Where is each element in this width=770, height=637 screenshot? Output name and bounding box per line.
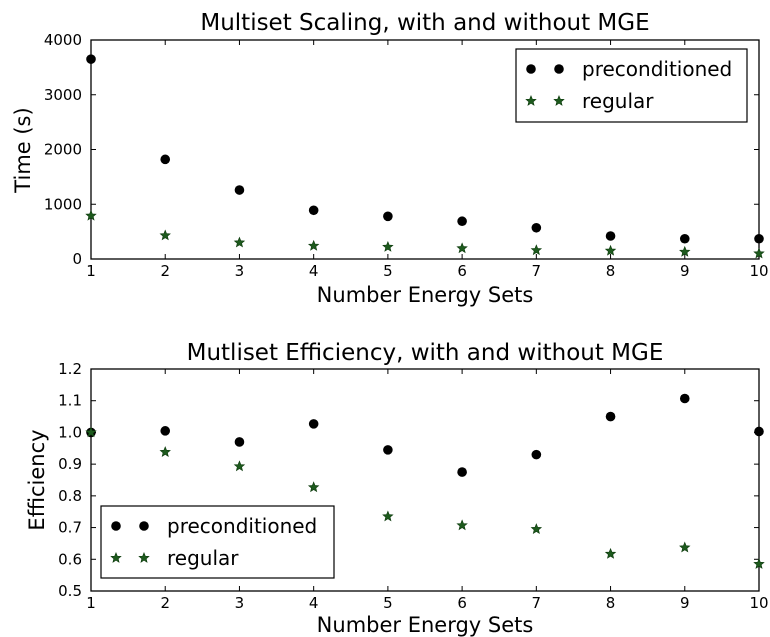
efficiency-x-tick-label: 4 bbox=[309, 594, 319, 612]
scaling-legend-regular-label: regular bbox=[582, 89, 654, 113]
scaling-regular-point bbox=[606, 246, 616, 255]
efficiency-x-tick-label: 3 bbox=[235, 594, 245, 612]
scaling-preconditioned-point bbox=[383, 211, 393, 221]
efficiency-legend-preconditioned-label: preconditioned bbox=[167, 514, 317, 538]
efficiency-preconditioned-point bbox=[680, 394, 690, 404]
scaling-legend-preconditioned-marker bbox=[554, 64, 564, 74]
efficiency-x-tick-label: 2 bbox=[160, 594, 170, 612]
scaling-x-axis-label: Number Energy Sets bbox=[317, 283, 534, 307]
scaling-regular-point bbox=[531, 245, 541, 254]
efficiency-preconditioned-point bbox=[160, 426, 170, 436]
efficiency-preconditioned-point bbox=[383, 445, 393, 455]
scaling-regular-point bbox=[309, 241, 319, 250]
scaling-legend-preconditioned-marker bbox=[526, 64, 536, 74]
efficiency-y-tick-label: 0.5 bbox=[58, 582, 82, 600]
efficiency-preconditioned-point bbox=[606, 412, 616, 422]
scaling-x-tick-label: 9 bbox=[680, 262, 690, 280]
scaling-x-tick-label: 3 bbox=[235, 262, 245, 280]
efficiency-preconditioned-point bbox=[457, 467, 467, 477]
efficiency-y-tick-label: 1.1 bbox=[58, 392, 82, 410]
scaling-x-tick-label: 7 bbox=[532, 262, 542, 280]
efficiency-y-tick-label: 1.0 bbox=[58, 423, 82, 441]
scaling-legend-preconditioned-label: preconditioned bbox=[582, 57, 732, 81]
efficiency-preconditioned-point bbox=[309, 419, 319, 429]
efficiency-preconditioned-point bbox=[235, 437, 245, 447]
scaling-x-tick-label: 1 bbox=[86, 262, 96, 280]
scaling-preconditioned-point bbox=[235, 185, 245, 195]
efficiency-legend-preconditioned-marker bbox=[139, 521, 149, 531]
scaling-y-tick-label: 2000 bbox=[44, 141, 82, 159]
scaling-regular-point bbox=[383, 242, 393, 251]
scaling-x-tick-label: 10 bbox=[749, 262, 768, 280]
efficiency-y-tick-label: 0.6 bbox=[58, 550, 82, 568]
scaling-legend: preconditioned regular bbox=[516, 49, 747, 122]
scaling-x-tick-label: 2 bbox=[160, 262, 170, 280]
scaling-regular-point bbox=[235, 237, 245, 246]
scaling-preconditioned-point bbox=[532, 223, 542, 233]
efficiency-x-tick-label: 1 bbox=[86, 594, 96, 612]
efficiency-regular-point bbox=[383, 511, 393, 520]
efficiency-y-axis-label: Efficiency bbox=[25, 429, 49, 530]
scaling-y-tick-label: 1000 bbox=[44, 195, 82, 213]
scaling-y-axis-label: Time (s) bbox=[11, 107, 35, 193]
efficiency-y-tick-label: 0.7 bbox=[58, 519, 82, 537]
scaling-chart-title: Multiset Scaling, with and without MGE bbox=[200, 10, 649, 36]
scaling-regular-point bbox=[457, 243, 467, 252]
efficiency-y-tick-label: 0.8 bbox=[58, 487, 82, 505]
efficiency-x-tick-label: 5 bbox=[383, 594, 393, 612]
efficiency-regular-point bbox=[235, 461, 245, 470]
scaling-preconditioned-point bbox=[309, 205, 319, 215]
efficiency-x-tick-label: 9 bbox=[680, 594, 690, 612]
efficiency-x-tick-label: 8 bbox=[606, 594, 616, 612]
scaling-preconditioned-point bbox=[86, 54, 96, 64]
scaling-y-tick-label: 3000 bbox=[44, 86, 82, 104]
scaling-preconditioned-point bbox=[754, 234, 764, 244]
scaling-preconditioned-point bbox=[457, 216, 467, 226]
scaling-x-tick-label: 4 bbox=[309, 262, 319, 280]
scaling-chart: Multiset Scaling, with and without MGE 1… bbox=[11, 10, 769, 307]
scaling-x-tick-label: 8 bbox=[606, 262, 616, 280]
efficiency-x-tick-label: 7 bbox=[532, 594, 542, 612]
efficiency-preconditioned-point bbox=[754, 427, 764, 437]
efficiency-preconditioned-point bbox=[532, 450, 542, 460]
efficiency-regular-point bbox=[457, 520, 467, 529]
efficiency-chart-title: Mutliset Efficiency, with and without MG… bbox=[187, 340, 664, 366]
efficiency-x-tick-label: 10 bbox=[749, 594, 768, 612]
efficiency-legend: preconditioned regular bbox=[101, 506, 334, 578]
scaling-preconditioned-point bbox=[606, 231, 616, 241]
efficiency-regular-point bbox=[531, 524, 541, 533]
efficiency-regular-point bbox=[680, 542, 690, 551]
efficiency-x-axis-label: Number Energy Sets bbox=[317, 613, 534, 637]
efficiency-y-tick-label: 0.9 bbox=[58, 455, 82, 473]
efficiency-regular-point bbox=[606, 549, 616, 558]
efficiency-legend-preconditioned-marker bbox=[111, 521, 121, 531]
scaling-y-tick-label: 0 bbox=[72, 250, 82, 268]
efficiency-regular-point bbox=[309, 482, 319, 491]
scaling-preconditioned-point bbox=[680, 234, 690, 244]
scaling-preconditioned-point bbox=[160, 155, 170, 165]
efficiency-chart: Mutliset Efficiency, with and without MG… bbox=[25, 340, 769, 637]
efficiency-legend-regular-label: regular bbox=[167, 546, 239, 570]
scaling-x-tick-label: 5 bbox=[383, 262, 393, 280]
efficiency-regular-point bbox=[160, 447, 170, 456]
scaling-regular-point bbox=[160, 230, 170, 239]
efficiency-y-tick-label: 1.2 bbox=[58, 360, 82, 378]
efficiency-x-tick-label: 6 bbox=[457, 594, 467, 612]
scaling-x-tick-label: 6 bbox=[457, 262, 467, 280]
scaling-y-tick-label: 4000 bbox=[44, 31, 82, 49]
